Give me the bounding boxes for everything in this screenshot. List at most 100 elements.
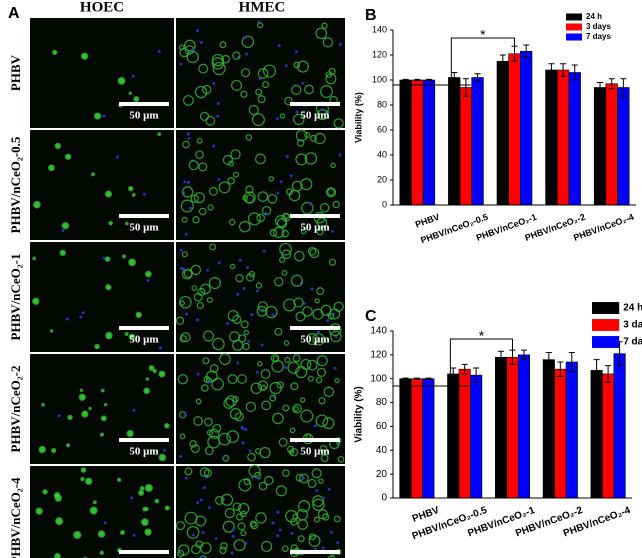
y-tick-label: 100: [370, 373, 387, 384]
bar: [556, 69, 570, 206]
cell: [295, 110, 299, 114]
cell: [276, 218, 288, 229]
cell: [314, 132, 326, 145]
cell: [289, 427, 296, 434]
cell: [182, 140, 190, 149]
cell: [251, 113, 265, 127]
cell: [79, 388, 84, 392]
y-axis-title: Viability (%): [354, 386, 365, 443]
cell: [131, 193, 136, 197]
cell: [304, 152, 318, 165]
cell: [271, 313, 275, 317]
cell: [126, 429, 134, 438]
cell: [144, 483, 153, 492]
cell: [97, 530, 106, 538]
cell: [284, 356, 291, 364]
cell: [313, 516, 320, 523]
cell: [73, 530, 82, 540]
cell: [246, 266, 250, 270]
cell: [66, 443, 71, 448]
cell: [320, 454, 329, 463]
cell: [179, 455, 183, 459]
cell: [279, 113, 286, 119]
cell: [300, 228, 307, 235]
cell: [319, 203, 330, 213]
cell: [255, 88, 263, 96]
cell: [317, 509, 328, 520]
cell: [259, 447, 271, 459]
panel-label: A: [8, 5, 20, 22]
cell: [315, 376, 323, 384]
cell: [284, 64, 288, 68]
cell: [256, 305, 268, 317]
cell: [330, 162, 336, 168]
bar: [448, 77, 461, 206]
cell: [198, 207, 207, 216]
cell: [338, 153, 342, 157]
cell: [232, 51, 241, 60]
bar: [458, 368, 471, 499]
cell: [132, 408, 136, 412]
cell: [212, 144, 216, 148]
y-tick-label: 20: [377, 174, 387, 184]
cell: [54, 142, 61, 150]
cell: [279, 256, 286, 263]
error-bar: [571, 64, 578, 81]
scale-bar-label: 50 μm: [300, 110, 329, 122]
cell: [92, 500, 97, 505]
cell: [309, 247, 320, 259]
cell: [245, 401, 257, 413]
bar: [471, 77, 484, 206]
cell: [258, 77, 262, 81]
y-tick-label: 40: [376, 445, 388, 456]
cell: [291, 84, 302, 95]
cell: [200, 41, 204, 45]
cell: [247, 452, 256, 462]
cell: [240, 68, 251, 78]
cell: [230, 149, 241, 160]
cell: [175, 521, 186, 531]
cell: [219, 353, 231, 366]
cell: [207, 380, 211, 384]
scale-bar-label: 50 μm: [129, 334, 158, 346]
cell: [217, 178, 221, 182]
cell: [209, 243, 217, 251]
cell: [315, 489, 319, 493]
cell: [128, 258, 136, 267]
cell: [187, 137, 191, 141]
cell: [299, 397, 306, 403]
cell: [265, 305, 278, 319]
y-tick-label: 60: [377, 124, 387, 134]
cell: [191, 285, 198, 291]
cell: [327, 313, 335, 320]
cell: [211, 53, 225, 67]
error-bar: [462, 78, 469, 97]
cell: [102, 114, 106, 118]
cell: [196, 137, 203, 144]
cell: [248, 104, 259, 116]
cell: [312, 333, 325, 346]
micrograph: [30, 130, 174, 240]
cell: [184, 39, 196, 52]
cell: [175, 316, 185, 325]
cell: [138, 489, 145, 496]
axes: [392, 331, 632, 499]
cell: [236, 361, 240, 365]
cell: [261, 540, 273, 553]
error-bar: [451, 72, 458, 83]
cell: [332, 200, 340, 209]
cell: [313, 424, 317, 428]
cell: [99, 550, 104, 555]
panel-label: B: [365, 7, 377, 24]
cell: [108, 220, 113, 226]
cell: [260, 384, 267, 391]
error-bar: [414, 78, 421, 82]
cell: [322, 417, 335, 430]
cell: [281, 229, 289, 238]
scale-bar-label: 50 μm: [300, 222, 329, 234]
cell: [64, 153, 72, 160]
cell: [181, 216, 188, 223]
cell: [327, 555, 337, 558]
cell: [269, 228, 278, 237]
cell: [294, 50, 298, 54]
